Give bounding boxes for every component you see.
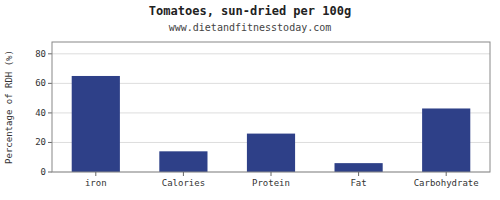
y-tick-label: 40	[35, 108, 46, 118]
chart-container: Tomatoes, sun-dried per 100g www.dietandf…	[0, 0, 500, 200]
subtitle: www.dietandfitnesstoday.com	[169, 22, 332, 33]
y-tick-label: 0	[41, 167, 46, 177]
bar	[247, 134, 295, 172]
grid	[52, 54, 490, 172]
bar	[422, 108, 470, 172]
x-tick	[271, 172, 272, 176]
y-tick	[48, 112, 52, 113]
x-tick-label: Protein	[252, 178, 290, 188]
chart-svg: Tomatoes, sun-dried per 100g www.dietandf…	[0, 0, 500, 200]
y-axis-label: Percentage of RDH (%)	[4, 50, 14, 164]
x-tick-label: Carbohydrate	[414, 178, 479, 188]
y-tick-label: 60	[35, 78, 46, 88]
y-tick	[48, 172, 52, 173]
bar	[159, 151, 207, 172]
plot-frame	[52, 42, 490, 172]
x-tick	[95, 172, 96, 176]
bars	[72, 76, 471, 172]
y-tick-label: 20	[35, 137, 46, 147]
y-tick	[48, 53, 52, 54]
grid-line	[52, 53, 490, 54]
x-tick	[358, 172, 359, 176]
x-tick	[183, 172, 184, 176]
title: Tomatoes, sun-dried per 100g	[149, 4, 351, 18]
y-tick-label: 80	[35, 49, 46, 59]
x-tick-label: iron	[85, 178, 107, 188]
x-tick-label: Fat	[350, 178, 366, 188]
bar	[335, 163, 383, 172]
y-tick	[48, 83, 52, 84]
y-tick	[48, 142, 52, 143]
x-tick-label: Calories	[162, 178, 205, 188]
bar	[72, 76, 120, 172]
x-tick	[446, 172, 447, 176]
